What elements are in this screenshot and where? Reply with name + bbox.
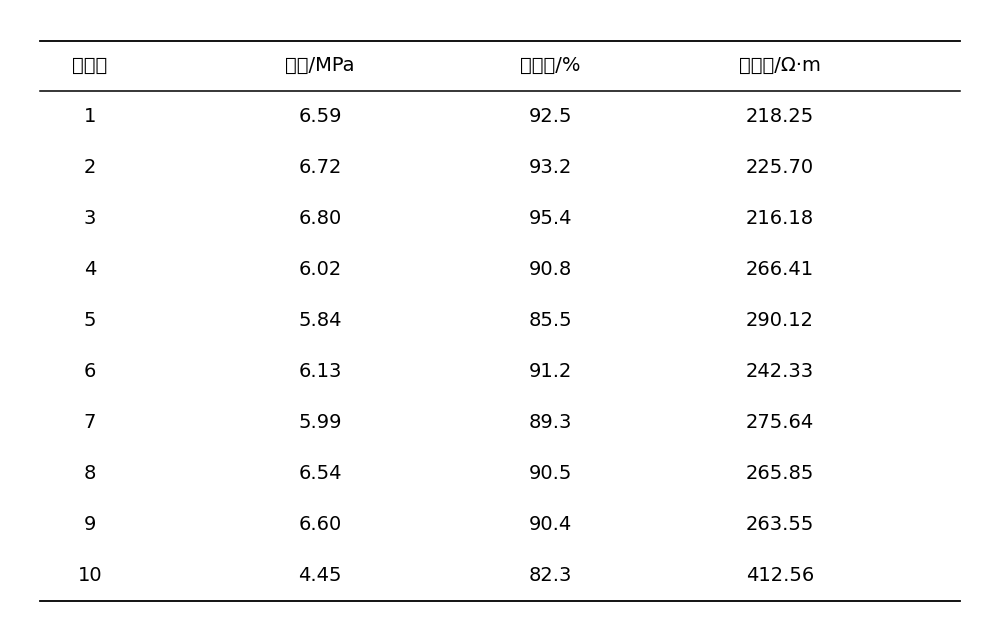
Text: 6: 6: [84, 362, 96, 381]
Text: 265.85: 265.85: [746, 464, 814, 483]
Text: 1: 1: [84, 107, 96, 126]
Text: 强力/MPa: 强力/MPa: [285, 56, 355, 75]
Text: 7: 7: [84, 413, 96, 432]
Text: 3: 3: [84, 209, 96, 228]
Text: 412.56: 412.56: [746, 566, 814, 585]
Text: 92.5: 92.5: [528, 107, 572, 126]
Text: 透光率/%: 透光率/%: [520, 56, 580, 75]
Text: 89.3: 89.3: [528, 413, 572, 432]
Text: 8: 8: [84, 464, 96, 483]
Text: 2: 2: [84, 158, 96, 177]
Text: 91.2: 91.2: [528, 362, 572, 381]
Text: 6.80: 6.80: [298, 209, 342, 228]
Text: 6.13: 6.13: [298, 362, 342, 381]
Text: 4: 4: [84, 260, 96, 279]
Text: 225.70: 225.70: [746, 158, 814, 177]
Text: 266.41: 266.41: [746, 260, 814, 279]
Text: 95.4: 95.4: [528, 209, 572, 228]
Text: 6.60: 6.60: [298, 515, 342, 534]
Text: 5.99: 5.99: [298, 413, 342, 432]
Text: 5: 5: [84, 311, 96, 330]
Text: 275.64: 275.64: [746, 413, 814, 432]
Text: 263.55: 263.55: [746, 515, 814, 534]
Text: 4.45: 4.45: [298, 566, 342, 585]
Text: 实施例: 实施例: [72, 56, 108, 75]
Text: 6.72: 6.72: [298, 158, 342, 177]
Text: 9: 9: [84, 515, 96, 534]
Text: 218.25: 218.25: [746, 107, 814, 126]
Text: 242.33: 242.33: [746, 362, 814, 381]
Text: 6.54: 6.54: [298, 464, 342, 483]
Text: 6.02: 6.02: [298, 260, 342, 279]
Text: 90.8: 90.8: [528, 260, 572, 279]
Text: 6.59: 6.59: [298, 107, 342, 126]
Text: 85.5: 85.5: [528, 311, 572, 330]
Text: 82.3: 82.3: [528, 566, 572, 585]
Text: 5.84: 5.84: [298, 311, 342, 330]
Text: 93.2: 93.2: [528, 158, 572, 177]
Text: 电阵率/Ω·m: 电阵率/Ω·m: [739, 56, 821, 75]
Text: 290.12: 290.12: [746, 311, 814, 330]
Text: 90.5: 90.5: [528, 464, 572, 483]
Text: 90.4: 90.4: [528, 515, 572, 534]
Text: 216.18: 216.18: [746, 209, 814, 228]
Text: 10: 10: [78, 566, 102, 585]
